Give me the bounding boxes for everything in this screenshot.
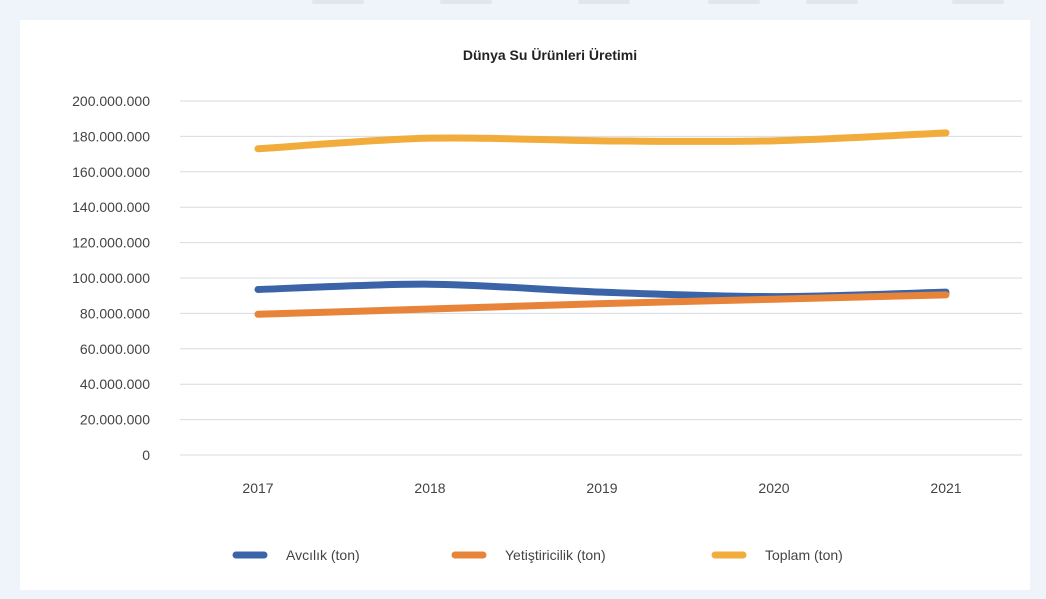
legend-label: Yetiştiricilik (ton) xyxy=(505,547,606,563)
y-tick-label: 80.000.000 xyxy=(80,305,150,321)
y-tick-label: 160.000.000 xyxy=(72,164,150,180)
legend: Avcılık (ton) Yetiştiricilik (ton) Toplam … xyxy=(232,547,843,563)
series-lines xyxy=(254,129,950,318)
top-decoration-strip xyxy=(0,0,1046,8)
series-line-1 xyxy=(254,291,950,318)
legend-label: Avcılık (ton) xyxy=(286,547,360,563)
x-axis-tick-labels: 2017 2018 2019 2020 2021 xyxy=(242,480,961,496)
x-tick-label: 2018 xyxy=(414,480,445,496)
chart-title: Dünya Su Ürünleri Üretimi xyxy=(463,47,637,63)
y-tick-label: 60.000.000 xyxy=(80,341,150,357)
y-tick-label: 120.000.000 xyxy=(72,235,150,251)
x-tick-label: 2017 xyxy=(242,480,273,496)
y-tick-label: 200.000.000 xyxy=(72,93,150,109)
y-tick-label: 0 xyxy=(142,447,150,463)
x-tick-label: 2020 xyxy=(758,480,789,496)
x-tick-label: 2019 xyxy=(586,480,617,496)
y-tick-label: 40.000.000 xyxy=(80,376,150,392)
y-tick-label: 100.000.000 xyxy=(72,270,150,286)
gridlines xyxy=(180,100,1022,456)
x-tick-label: 2021 xyxy=(930,480,961,496)
y-tick-label: 140.000.000 xyxy=(72,199,150,215)
y-axis-tick-labels: 0 20.000.000 40.000.000 60.000.000 80.000.00… xyxy=(72,93,150,463)
y-tick-label: 20.000.000 xyxy=(80,412,150,428)
legend-label: Toplam (ton) xyxy=(765,547,843,563)
series-line-2 xyxy=(254,129,950,153)
y-tick-label: 180.000.000 xyxy=(72,128,150,144)
